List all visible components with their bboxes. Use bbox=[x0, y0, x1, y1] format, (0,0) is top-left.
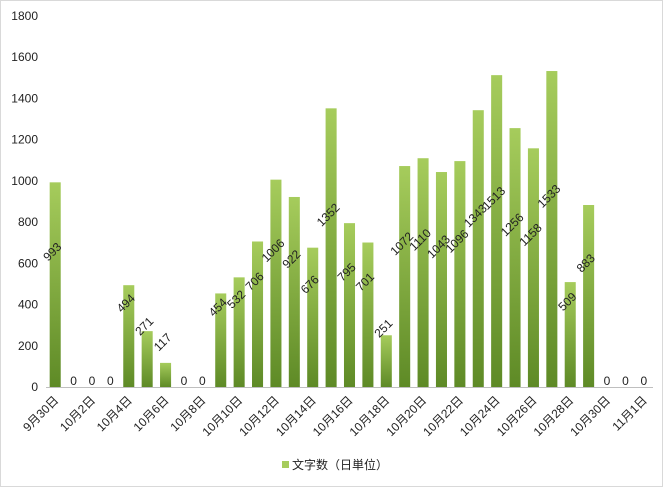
bar bbox=[270, 179, 282, 387]
y-tick-label: 1000 bbox=[11, 174, 38, 188]
bar bbox=[527, 148, 539, 387]
data-label: 883 bbox=[574, 251, 598, 275]
data-label: 251 bbox=[371, 316, 395, 340]
data-label: 0 bbox=[640, 374, 647, 388]
bar bbox=[454, 161, 466, 387]
data-label: 494 bbox=[114, 291, 138, 315]
y-axis-ticks: 0 200 400 600 800 1000 1200 1400 1600 1800 bbox=[11, 9, 38, 394]
x-tick-label: 10月30日 bbox=[567, 393, 613, 439]
x-tick-label: 10月4日 bbox=[94, 393, 135, 434]
bar bbox=[233, 277, 245, 387]
bar bbox=[491, 75, 503, 388]
bar bbox=[141, 331, 153, 387]
data-label: 701 bbox=[353, 270, 377, 294]
data-label: 117 bbox=[151, 330, 175, 354]
y-tick-label: 200 bbox=[18, 339, 38, 353]
bar bbox=[288, 196, 300, 387]
bar bbox=[307, 247, 319, 387]
bar bbox=[123, 285, 135, 387]
bar bbox=[417, 158, 429, 387]
x-tick-label: 10月6日 bbox=[131, 393, 172, 434]
bar bbox=[583, 205, 595, 387]
bars bbox=[49, 71, 595, 388]
data-label: 0 bbox=[604, 374, 611, 388]
y-tick-label: 600 bbox=[18, 256, 38, 270]
data-label: 271 bbox=[132, 314, 156, 338]
bar bbox=[399, 166, 411, 387]
x-tick-label: 10月2日 bbox=[57, 393, 98, 434]
legend-swatch bbox=[282, 461, 289, 468]
y-tick-label: 0 bbox=[31, 380, 38, 394]
data-label: 0 bbox=[181, 374, 188, 388]
legend-label: 文字数（日単位） bbox=[292, 457, 388, 472]
bar bbox=[252, 241, 264, 387]
x-tick-label: 11月1日 bbox=[610, 393, 650, 433]
legend: 文字数（日単位） bbox=[282, 457, 388, 472]
bar bbox=[546, 71, 558, 387]
bar bbox=[380, 335, 392, 387]
y-tick-label: 1400 bbox=[11, 91, 38, 105]
data-label: 509 bbox=[555, 289, 579, 313]
y-tick-label: 800 bbox=[18, 215, 38, 229]
bar bbox=[343, 223, 356, 387]
y-tick-label: 1800 bbox=[11, 9, 38, 23]
bar bbox=[49, 182, 61, 387]
data-label: 922 bbox=[279, 247, 303, 271]
data-label: 993 bbox=[40, 240, 64, 264]
data-label: 0 bbox=[107, 374, 114, 388]
data-label: 0 bbox=[199, 374, 206, 388]
bar bbox=[472, 110, 484, 387]
data-label: 706 bbox=[243, 269, 267, 293]
y-tick-label: 1600 bbox=[11, 50, 38, 64]
bar bbox=[509, 128, 521, 387]
data-label: 0 bbox=[622, 374, 629, 388]
bar bbox=[564, 282, 576, 387]
x-axis-ticks: 9月30日10月2日10月4日10月6日10月8日10月10日10月12日10月… bbox=[20, 393, 650, 439]
data-label: 676 bbox=[298, 272, 322, 296]
bar bbox=[215, 293, 227, 387]
data-label: 532 bbox=[224, 287, 248, 311]
bar bbox=[362, 242, 374, 387]
data-label: 0 bbox=[70, 374, 77, 388]
bar bbox=[160, 362, 172, 387]
data-label: 0 bbox=[89, 374, 96, 388]
y-tick-label: 1200 bbox=[11, 133, 38, 147]
bar bbox=[325, 108, 337, 387]
bar bbox=[435, 172, 447, 387]
y-tick-label: 400 bbox=[18, 298, 38, 312]
x-tick-label: 9月30日 bbox=[20, 393, 61, 434]
